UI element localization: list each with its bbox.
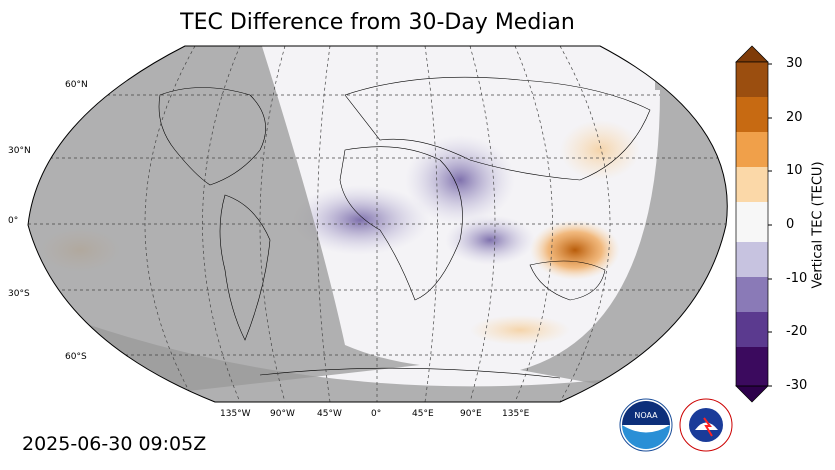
colorbar-tick-label: -30	[786, 378, 808, 393]
positive-anomaly-asia	[560, 120, 640, 180]
colorbar-segment	[736, 347, 768, 386]
colorbar-segment	[736, 167, 768, 202]
lon-label-45w: 45°W	[317, 409, 342, 419]
timestamp: 2025-06-30 09:05Z	[22, 433, 207, 455]
colorbar-segment	[736, 132, 768, 167]
colorbar-frame	[735, 61, 769, 387]
lat-label-60s: 60°S	[65, 352, 87, 362]
lon-label-90e: 90°E	[460, 409, 482, 419]
colorbar-tick-label: -20	[786, 324, 808, 339]
lon-label-90w: 90°W	[270, 409, 295, 419]
nws-logo	[679, 398, 733, 452]
map-boundary	[27, 45, 728, 403]
colorbar-segment	[736, 277, 768, 312]
colorbar-top-extend	[735, 45, 769, 63]
positive-anomaly-south	[470, 315, 570, 345]
lat-label-60n: 60°N	[65, 80, 88, 90]
svg-text:NOAA: NOAA	[634, 411, 658, 420]
lon-label-0: 0°	[371, 409, 382, 419]
colorbar-tick-label: 30	[786, 56, 803, 71]
colorbar-tick-label: 0	[786, 217, 795, 232]
lon-label-135w: 135°W	[220, 409, 251, 419]
colorbar-segment	[736, 97, 768, 132]
colorbar-tick-label: -10	[786, 271, 808, 286]
negative-anomaly-atlantic	[290, 185, 430, 255]
graticule	[28, 46, 727, 402]
colorbar-tick-label: 10	[786, 163, 803, 178]
colorbar-segment	[736, 242, 768, 277]
lat-label-30s: 30°S	[8, 289, 30, 299]
map-field	[28, 46, 728, 402]
colorbar	[735, 45, 772, 403]
lon-label-135e: 135°E	[502, 409, 530, 419]
night-shading-south	[28, 300, 728, 402]
colorbar-segment	[736, 312, 768, 347]
colorbar-tick-label: 20	[786, 110, 803, 125]
lat-label-30n: 30°N	[8, 146, 31, 156]
colorbar-bottom-extend	[735, 385, 769, 403]
negative-anomaly-africa	[405, 135, 515, 225]
lat-label-0: 0°	[8, 216, 19, 226]
colorbar-segment	[736, 202, 768, 242]
colorbar-segment	[736, 62, 768, 97]
negative-anomaly-indian	[445, 215, 535, 265]
lon-label-45e: 45°E	[412, 409, 434, 419]
map-title: TEC Difference from 30-Day Median	[180, 10, 575, 35]
colorbar-title: Vertical TEC (TECU)	[810, 161, 826, 289]
noaa-logo: NOAA	[619, 398, 673, 452]
